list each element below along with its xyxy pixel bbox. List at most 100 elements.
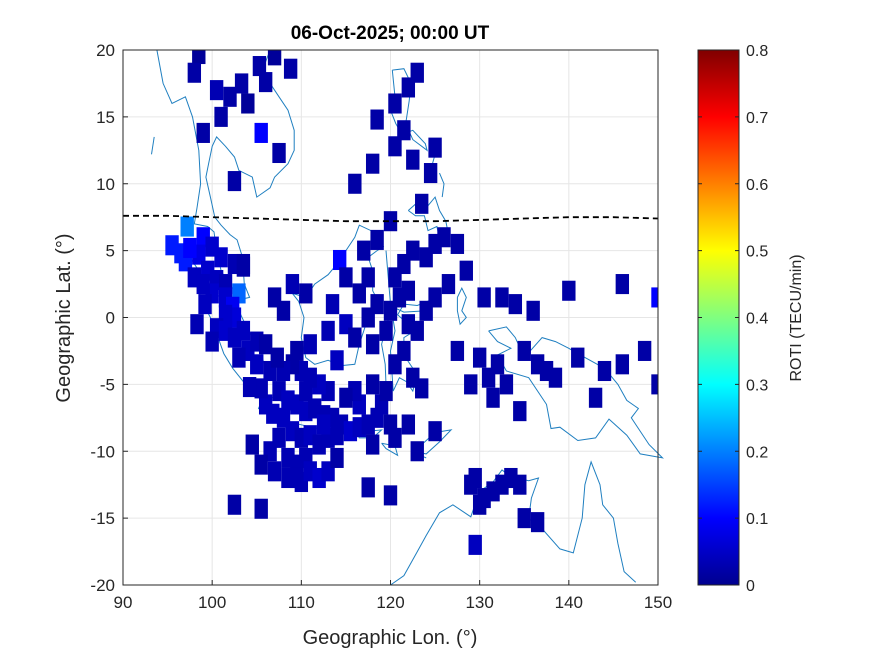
roti-cell — [370, 109, 384, 130]
roti-cell — [339, 387, 353, 408]
y-tick-label: -10 — [90, 442, 115, 461]
roti-cell — [441, 274, 456, 295]
roti-cell — [299, 283, 313, 304]
x-tick-label: 100 — [198, 593, 226, 612]
roti-cell — [270, 347, 284, 368]
roti-cell — [588, 387, 603, 408]
y-tick-label: 20 — [96, 41, 115, 60]
roti-cell — [401, 280, 416, 301]
roti-cell — [365, 334, 380, 355]
roti-cell — [508, 294, 523, 315]
roti-cell — [330, 425, 344, 446]
roti-cell — [428, 137, 442, 158]
coastline — [439, 172, 445, 198]
roti-cell — [383, 211, 398, 232]
roti-cell — [361, 477, 375, 498]
x-axis-title: Geographic Lon. (°) — [303, 627, 478, 649]
roti-cell — [415, 193, 429, 214]
roti-cell — [258, 334, 273, 355]
roti-cell — [383, 414, 398, 435]
roti-cell — [379, 381, 393, 402]
roti-cell — [615, 274, 630, 295]
roti-cell — [352, 283, 366, 304]
roti-cell — [450, 233, 465, 254]
roti-cell — [196, 122, 210, 143]
roti-cell — [526, 300, 540, 321]
roti-cell — [234, 73, 249, 94]
coastline — [156, 49, 295, 300]
colorbar-tick-label: 0.2 — [746, 444, 768, 461]
x-tick-label: 140 — [555, 593, 583, 612]
roti-cell — [379, 320, 393, 341]
roti-cell — [499, 374, 514, 395]
y-tick-label: -15 — [90, 509, 115, 528]
x-tick-label: 110 — [288, 593, 315, 612]
roti-cell — [406, 240, 420, 261]
roti-cell — [361, 307, 375, 328]
roti-cell — [406, 149, 420, 170]
roti-cell — [517, 340, 531, 361]
roti-cell — [370, 229, 384, 250]
y-tick-label: 15 — [96, 108, 115, 127]
roti-cell — [388, 93, 402, 114]
roti-cell — [401, 414, 416, 435]
roti-cell — [388, 354, 402, 375]
colorbar-tick-label: 0 — [746, 578, 755, 595]
roti-cell — [209, 80, 224, 101]
x-tick-label: 120 — [376, 593, 404, 612]
roti-cell — [437, 227, 451, 248]
roti-cell — [339, 267, 353, 288]
roti-cell — [490, 354, 505, 375]
roti-cell — [227, 494, 242, 515]
roti-cell — [495, 287, 509, 308]
roti-cell — [187, 62, 202, 83]
y-tick-label: 10 — [96, 175, 115, 194]
roti-cell — [272, 142, 286, 164]
roti-cell — [464, 374, 478, 395]
roti-cell — [423, 163, 438, 184]
roti-cell — [419, 300, 433, 321]
x-tick-label: 150 — [644, 593, 672, 612]
roti-cell — [477, 287, 491, 308]
roti-cell — [459, 260, 473, 281]
x-tick-label: 130 — [465, 593, 493, 612]
roti-cell — [205, 331, 219, 352]
roti-cell — [254, 122, 268, 143]
roti-cell — [651, 374, 658, 395]
roti-cell — [562, 280, 576, 301]
y-tick-label: 0 — [106, 309, 115, 328]
colorbar-title: ROTI (TECU/min) — [788, 254, 805, 381]
roti-cell — [254, 378, 268, 399]
roti-cell — [254, 498, 268, 519]
roti-cell — [325, 294, 340, 315]
roti-cell — [330, 447, 344, 468]
roti-cell — [232, 347, 246, 368]
roti-cell — [190, 314, 204, 335]
roti-cell — [254, 454, 268, 475]
roti-cell — [299, 381, 313, 402]
colorbar-tick-label: 0.8 — [746, 43, 768, 60]
roti-cell — [530, 512, 545, 533]
roti-cell — [464, 474, 478, 495]
roti-cell — [651, 287, 658, 308]
roti-cell — [486, 387, 500, 408]
roti-cell — [597, 360, 612, 382]
roti-cell — [365, 434, 380, 455]
coastline — [456, 286, 467, 326]
roti-cell — [365, 374, 380, 395]
y-tick-label: -20 — [90, 576, 115, 595]
roti-cell — [258, 72, 273, 93]
roti-cell — [348, 327, 362, 348]
roti-cell — [285, 274, 300, 295]
chart-title: 06-Oct-2025; 00:00 UT — [291, 23, 490, 44]
y-tick-label: 5 — [106, 242, 115, 261]
roti-cell — [214, 247, 228, 268]
roti-cell — [383, 485, 398, 506]
colorbar-tick-label: 0.7 — [746, 110, 768, 127]
colorbar — [697, 49, 740, 586]
roti-cell — [236, 253, 251, 275]
roti-cell — [397, 120, 411, 141]
roti-cell — [615, 354, 630, 375]
roti-cell — [472, 494, 487, 515]
